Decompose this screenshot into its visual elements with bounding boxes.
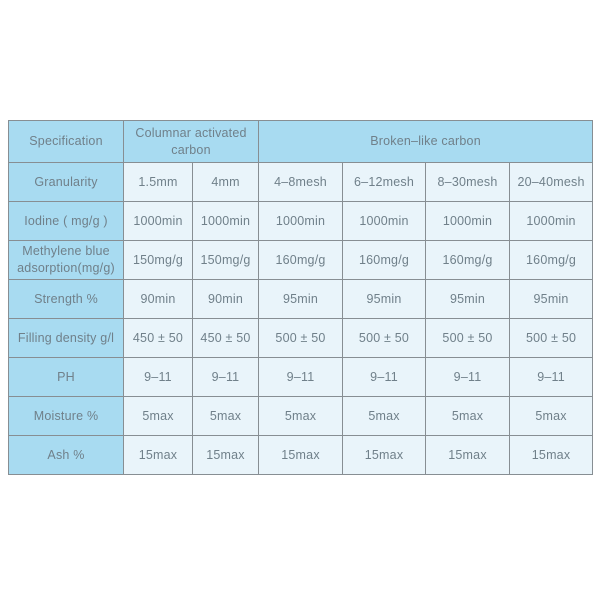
table-cell: 15max	[123, 435, 193, 475]
table-row-filling-density: Filling density g/l 450 ± 50 450 ± 50 50…	[8, 318, 594, 358]
row-label-iodine: Iodine ( mg/g )	[8, 201, 124, 241]
header-specification-cell: Specification	[8, 120, 124, 163]
table-cell: 9–11	[258, 357, 344, 397]
header-columnar-carbon-cell: Columnar activated carbon	[122, 120, 260, 163]
table-cell: 15max	[258, 435, 344, 475]
table-cell: 1000min	[258, 201, 344, 241]
table-cell: 9–11	[509, 357, 594, 397]
table-row-methylene-blue: Methylene blue adsorption(mg/g) 150mg/g …	[8, 240, 594, 280]
row-label-ash: Ash %	[8, 435, 124, 475]
table-cell: 150mg/g	[191, 240, 260, 280]
header-broken-carbon-cell: Broken–like carbon	[258, 120, 594, 163]
table-cell: 450 ± 50	[123, 318, 193, 358]
table-cell: 160mg/g	[258, 240, 344, 280]
table-cell: 1000min	[342, 201, 427, 241]
table-cell: 500 ± 50	[342, 318, 427, 358]
table-row-iodine: Iodine ( mg/g ) 1000min 1000min 1000min …	[8, 201, 594, 241]
table-cell: 1000min	[425, 201, 511, 241]
table-cell: 8–30mesh	[425, 162, 511, 202]
table-row-strength: Strength % 90min 90min 95min 95min 95min…	[8, 279, 594, 319]
row-label-methylene-blue: Methylene blue adsorption(mg/g)	[8, 240, 124, 280]
table-cell: 150mg/g	[123, 240, 193, 280]
table-cell: 160mg/g	[342, 240, 427, 280]
table-cell: 6–12mesh	[342, 162, 427, 202]
table-row-moisture: Moisture % 5max 5max 5max 5max 5max 5max	[8, 396, 594, 436]
table-cell: 9–11	[191, 357, 260, 397]
table-cell: 4–8mesh	[258, 162, 344, 202]
row-label-granularity: Granularity	[8, 162, 124, 202]
row-label-filling-density: Filling density g/l	[8, 318, 124, 358]
table-cell: 500 ± 50	[509, 318, 594, 358]
table-cell: 1000min	[123, 201, 193, 241]
table-cell: 90min	[191, 279, 260, 319]
table-cell: 5max	[191, 396, 260, 436]
table-cell: 20–40mesh	[509, 162, 594, 202]
table-cell: 90min	[123, 279, 193, 319]
table-cell: 15max	[425, 435, 511, 475]
table-cell: 500 ± 50	[258, 318, 344, 358]
table-cell: 4mm	[191, 162, 260, 202]
table-row-ph: PH 9–11 9–11 9–11 9–11 9–11 9–11	[8, 357, 594, 397]
table-cell: 15max	[342, 435, 427, 475]
specification-table: Specification Columnar activated carbon …	[8, 120, 594, 475]
table-cell: 1.5mm	[123, 162, 193, 202]
table-cell: 160mg/g	[425, 240, 511, 280]
table-row-granularity: Granularity 1.5mm 4mm 4–8mesh 6–12mesh 8…	[8, 162, 594, 202]
table-cell: 9–11	[342, 357, 427, 397]
table-cell: 5max	[342, 396, 427, 436]
table-cell: 95min	[509, 279, 594, 319]
table-cell: 450 ± 50	[191, 318, 260, 358]
table-cell: 95min	[425, 279, 511, 319]
table-cell: 9–11	[123, 357, 193, 397]
table-cell: 1000min	[509, 201, 594, 241]
row-label-moisture: Moisture %	[8, 396, 124, 436]
table-cell: 5max	[509, 396, 594, 436]
table-cell: 9–11	[425, 357, 511, 397]
table-cell: 500 ± 50	[425, 318, 511, 358]
row-label-ph: PH	[8, 357, 124, 397]
table-cell: 15max	[191, 435, 260, 475]
table-cell: 95min	[258, 279, 344, 319]
table-cell: 15max	[509, 435, 594, 475]
table-cell: 5max	[425, 396, 511, 436]
row-label-strength: Strength %	[8, 279, 124, 319]
table-row-ash: Ash % 15max 15max 15max 15max 15max 15ma…	[8, 435, 594, 475]
table-cell: 95min	[342, 279, 427, 319]
table-cell: 5max	[258, 396, 344, 436]
table-cell: 5max	[123, 396, 193, 436]
table-cell: 1000min	[191, 201, 260, 241]
table-cell: 160mg/g	[509, 240, 594, 280]
table-header-row: Specification Columnar activated carbon …	[8, 120, 594, 163]
